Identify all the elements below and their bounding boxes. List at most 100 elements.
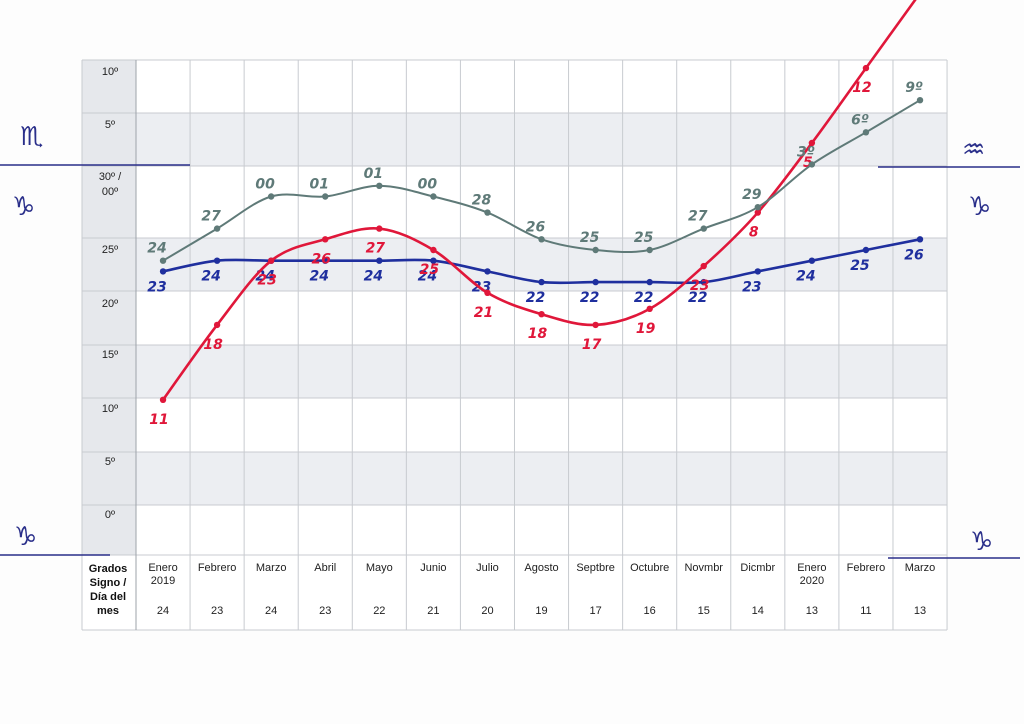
series-point (916, 236, 924, 243)
y-tick-label: 5º (105, 119, 115, 131)
day-label: 16 (644, 605, 656, 617)
series-2: 24 27 00 01 01 00 28 26 25 25 27 29 3º 6º 9º (147, 80, 924, 264)
day-label: 21 (427, 605, 439, 617)
data-label: 01 (364, 166, 383, 182)
data-label: 24 (310, 269, 329, 285)
header-line-2: Signo / (90, 577, 127, 589)
scorpio-left-icon: ♏ (20, 122, 43, 152)
day-label: 13 (914, 605, 926, 617)
series-point (538, 236, 545, 243)
data-label: 25 (850, 258, 870, 274)
data-label: 22 (688, 290, 707, 306)
data-label: 18 (203, 337, 223, 353)
series-point (592, 278, 599, 286)
series-point (430, 246, 437, 254)
series-point (267, 193, 275, 200)
aquarius-right-icon: ♒ (962, 135, 985, 165)
day-label: 23 (319, 605, 331, 617)
month-label: Agosto (524, 562, 558, 574)
series-line (161, 0, 917, 402)
data-label: 12 (852, 80, 871, 96)
series-point (700, 278, 707, 286)
data-label: 24 (796, 269, 815, 285)
series-point (754, 204, 762, 211)
month-label: Junio (420, 562, 446, 574)
band-2 (136, 345, 947, 398)
series-point (862, 246, 870, 254)
month-label: Septbre (576, 562, 615, 574)
zodiac-markers: ♏ ♑ ♑ ♒ ♑ ♑ (0, 122, 1020, 559)
y-axis-ticks: 10º 5º 30º / 00º 25º 20º 15º 10º 5º 0º (99, 66, 122, 521)
series-point (700, 225, 707, 232)
y-tick-label: 00º (102, 186, 118, 198)
data-label: 00 (418, 177, 438, 193)
data-label: 21 (474, 305, 493, 321)
chart-grid (81, 59, 948, 631)
series-point (213, 321, 221, 329)
capricorn-right-icon: ♑ (968, 192, 991, 222)
data-label: 22 (526, 290, 545, 306)
month-label: Abril (314, 562, 336, 574)
series-point (646, 305, 653, 313)
series-point (376, 257, 383, 264)
y-tick-label: 30º / (99, 171, 122, 183)
day-label: 24 (157, 605, 169, 617)
series-point (322, 236, 329, 243)
day-label: 13 (806, 605, 818, 617)
capricorn-left-icon: ♑ (12, 192, 35, 222)
day-label: 19 (535, 605, 547, 617)
month-label: Novmbr (684, 562, 723, 574)
data-label: 5 (803, 155, 813, 171)
data-label: 23 (147, 279, 166, 295)
data-label: 11 (149, 412, 168, 428)
series-point (376, 182, 383, 189)
series-point (592, 246, 599, 254)
data-label: 22 (634, 290, 653, 306)
data-label: 27 (688, 209, 708, 225)
data-label: 24 (255, 269, 274, 285)
data-label: 22 (580, 290, 599, 306)
header-line-4: mes (97, 605, 119, 617)
series-point (213, 225, 221, 232)
data-label: 00 (255, 177, 275, 193)
day-label: 24 (265, 605, 277, 617)
series-point (592, 321, 599, 329)
month-label: Febrero (847, 562, 886, 574)
series-point (700, 262, 707, 270)
data-label: 23 (742, 279, 761, 295)
y-tick-label: 15º (102, 349, 118, 361)
day-label: 23 (211, 605, 223, 617)
y-tick-label: 10º (102, 403, 118, 415)
data-label: 28 (472, 193, 492, 209)
series-point (862, 64, 870, 72)
data-label: 23 (690, 278, 709, 294)
series-point (159, 257, 167, 264)
data-label: 24 (201, 269, 220, 285)
data-label: 26 (904, 247, 924, 263)
series-point (484, 209, 491, 216)
data-label: 8 (749, 225, 759, 241)
series-point (322, 257, 329, 264)
series-point (808, 161, 816, 168)
month-label: Dicmbr (740, 562, 775, 574)
data-label: 17 (582, 337, 602, 353)
data-label: 24 (418, 269, 437, 285)
series-point (808, 257, 816, 264)
data-label: 23 (257, 273, 276, 289)
y-tick-label: 5º (105, 456, 115, 468)
month-label: Enero (797, 562, 826, 574)
month-label: 2019 (151, 575, 175, 587)
series-point (376, 225, 383, 232)
data-label: 25 (580, 230, 600, 246)
series-point (213, 257, 221, 264)
series-point (538, 311, 545, 318)
y-axis-column (82, 60, 136, 555)
data-label: 24 (147, 241, 166, 257)
y-tick-label: 0º (105, 509, 115, 521)
series-point (538, 278, 545, 286)
data-label: 01 (310, 177, 329, 193)
band-3 (136, 452, 947, 505)
